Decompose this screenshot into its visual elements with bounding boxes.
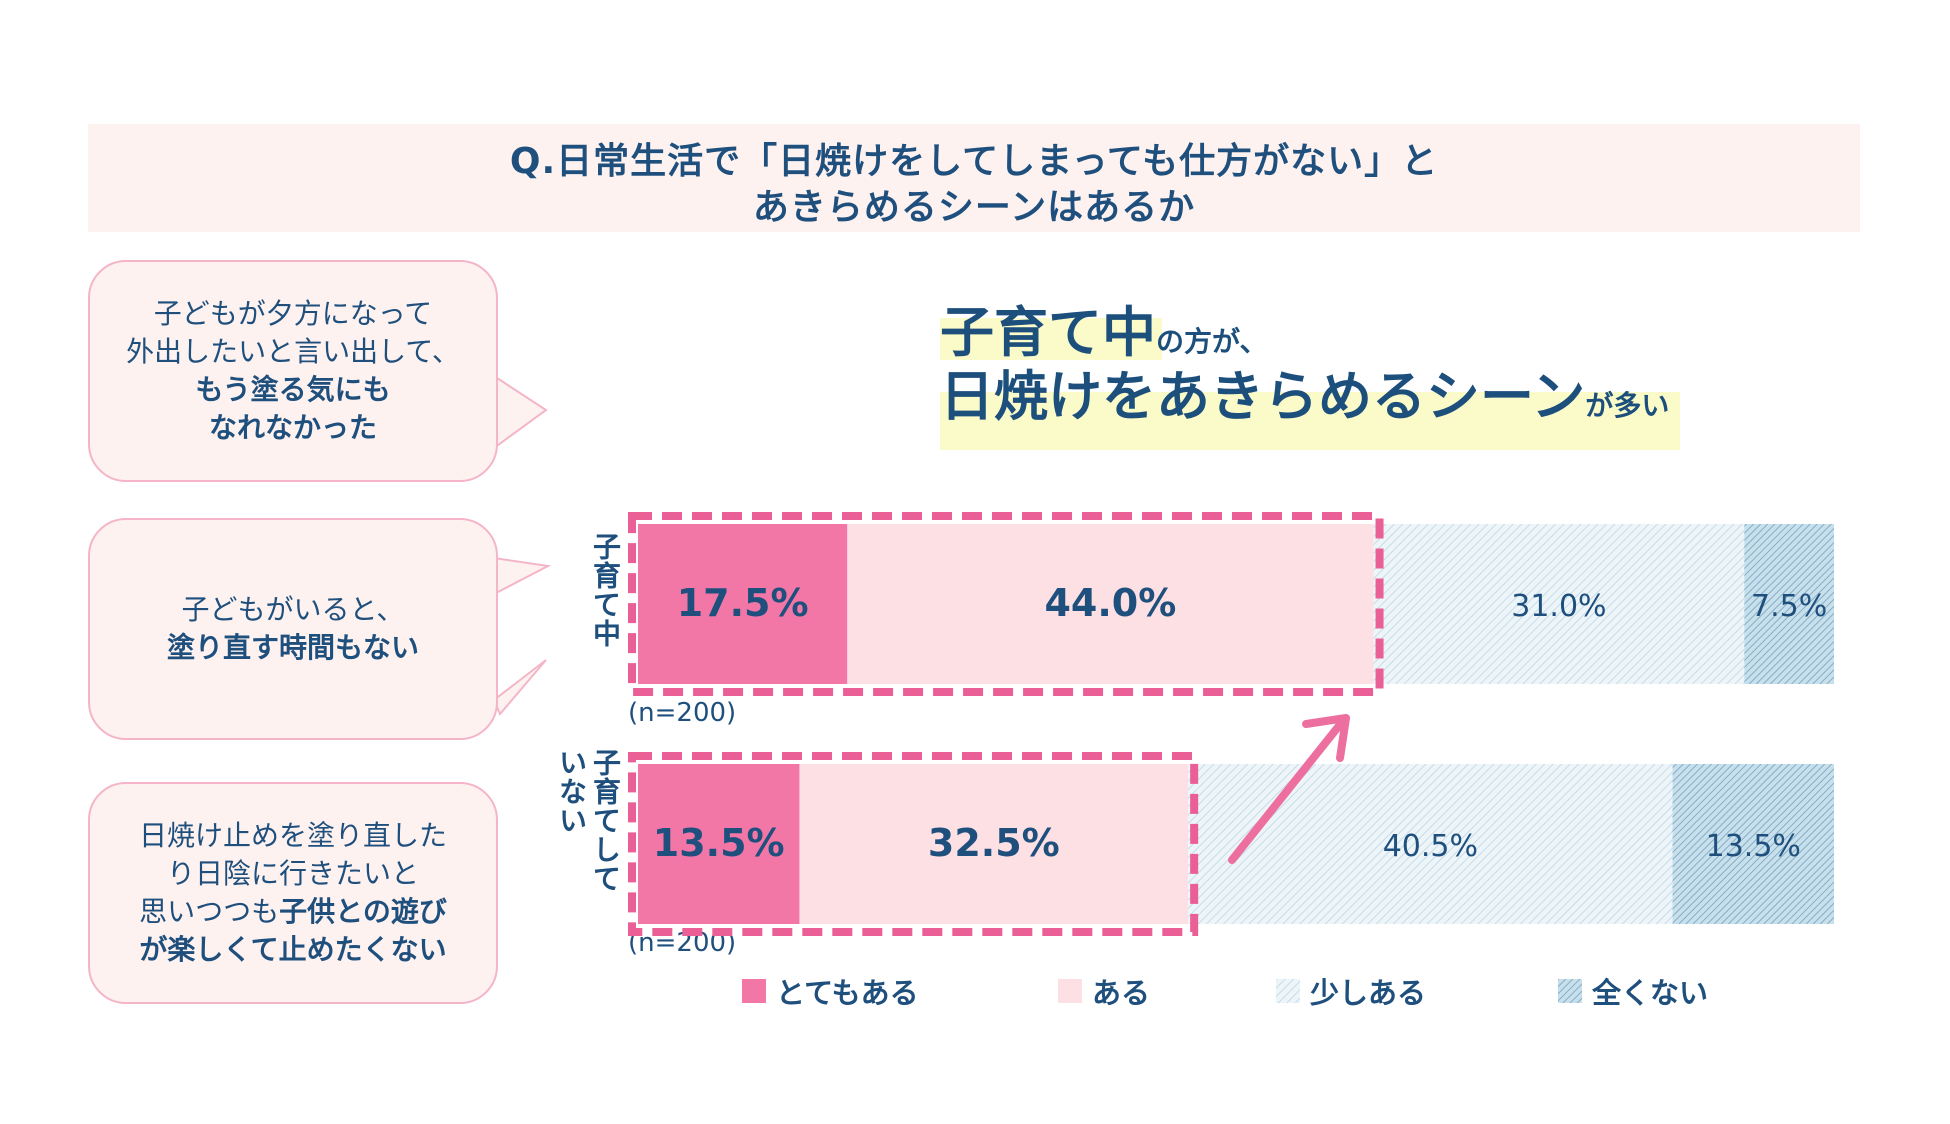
comment-bubble-2: 子どもがいると、 塗り直す時間もない — [88, 518, 498, 740]
bubble-1-bold-1: もう塗る気にも — [195, 373, 391, 406]
bubble-3-text-3-line: 思いつつも子供との遊び — [139, 893, 447, 931]
headline-line-2: 日焼けをあきらめるシーンが多い — [940, 352, 1669, 431]
legend-swatch-little — [1276, 979, 1300, 1003]
legend-item-little: 少しある — [1276, 970, 1426, 1012]
bar-label-little-row-0: 31.0% — [1511, 589, 1606, 624]
bubble-3-bold-2: が楽しくて止めたくない — [139, 933, 447, 966]
bubble-1-bold-2: なれなかった — [208, 411, 377, 444]
highlight-box-row-0 — [628, 512, 1384, 696]
legend-item-very: とてもある — [742, 970, 919, 1012]
bar-label-some-row-0: 44.0% — [1044, 581, 1176, 625]
legend-label-little: 少しある — [1310, 976, 1427, 1010]
row-label-parenting: 子育て中 — [589, 532, 622, 648]
bar-label-some-row-1: 32.5% — [928, 821, 1060, 865]
legend-label-none: 全くない — [1592, 976, 1709, 1010]
bar-little-row-0 — [1373, 524, 1745, 684]
legend-swatch-some — [1058, 979, 1082, 1003]
comment-bubble-1: 子どもが夕方になって 外出したいと言い出して、 もう塗る気にも なれなかった — [88, 260, 498, 482]
sample-size-parenting: (n=200) — [628, 698, 737, 728]
bar-label-very-row-1: 13.5% — [653, 821, 785, 865]
bar-little-row-1 — [1188, 764, 1673, 924]
trend-arrow-shaft — [1228, 718, 1346, 864]
headline-line-1: 子育て中の方が、 — [940, 288, 1267, 367]
question-title-line-1: Q.日常生活で「日焼けをしてしまっても仕方がない」と — [509, 141, 1439, 182]
headline-highlight-1 — [940, 318, 1162, 360]
row-label-not-parenting: 子育てしていない — [555, 748, 622, 893]
trend-arrow-head — [1302, 714, 1350, 762]
bar-some-row-0 — [847, 524, 1374, 684]
bubble-2-text-1: 子どもがいると、 — [181, 593, 405, 626]
bar-very-row-0 — [638, 524, 848, 684]
question-title-bar: Q.日常生活で「日焼けをしてしまっても仕方がない」と あきらめるシーンはあるか — [88, 124, 1860, 232]
bubble-3-text-1: 日焼け止めを塗り直した — [138, 819, 447, 852]
legend-swatch-very — [742, 979, 766, 1003]
headline-big-1: 子育て中 — [940, 301, 1156, 364]
bar-some-row-1 — [799, 764, 1189, 924]
bar-label-none-row-0: 7.5% — [1751, 589, 1827, 624]
bubble-1-text-2: 外出したいと言い出して、 — [126, 335, 460, 368]
question-title-line-2: あきらめるシーンはあるか — [752, 187, 1196, 228]
headline-small-1: の方が、 — [1156, 325, 1268, 358]
bar-none-row-0 — [1744, 524, 1834, 684]
legend-item-none: 全くない — [1558, 970, 1708, 1012]
bubble-1-text-1: 子どもが夕方になって — [153, 297, 433, 330]
bar-label-very-row-0: 17.5% — [677, 581, 809, 625]
legend-label-some: ある — [1092, 976, 1151, 1010]
headline-big-2: 日焼けをあきらめるシーン — [940, 365, 1586, 428]
bubble-3-text-2: り日陰に行きたいと — [166, 857, 419, 890]
comment-bubble-3: 日焼け止めを塗り直した り日陰に行きたいと 思いつつも子供との遊び が楽しくて止… — [88, 782, 498, 1004]
legend-label-very: とてもある — [776, 976, 919, 1010]
highlight-box-row-1 — [628, 752, 1199, 936]
bar-label-none-row-1: 13.5% — [1706, 829, 1801, 864]
bubble-2-bold-1: 塗り直す時間もない — [166, 631, 419, 664]
bubble-3-bold-1: 子供との遊び — [279, 895, 447, 928]
legend-item-some: ある — [1058, 970, 1150, 1012]
bar-none-row-1 — [1672, 764, 1834, 924]
bubble-3-text-3: 思いつつも — [139, 895, 280, 928]
bar-very-row-1 — [638, 764, 800, 924]
headline-small-2: が多い — [1585, 389, 1670, 422]
legend-swatch-none — [1558, 979, 1582, 1003]
bar-label-little-row-1: 40.5% — [1383, 829, 1478, 864]
headline-highlight-2 — [940, 392, 1680, 450]
